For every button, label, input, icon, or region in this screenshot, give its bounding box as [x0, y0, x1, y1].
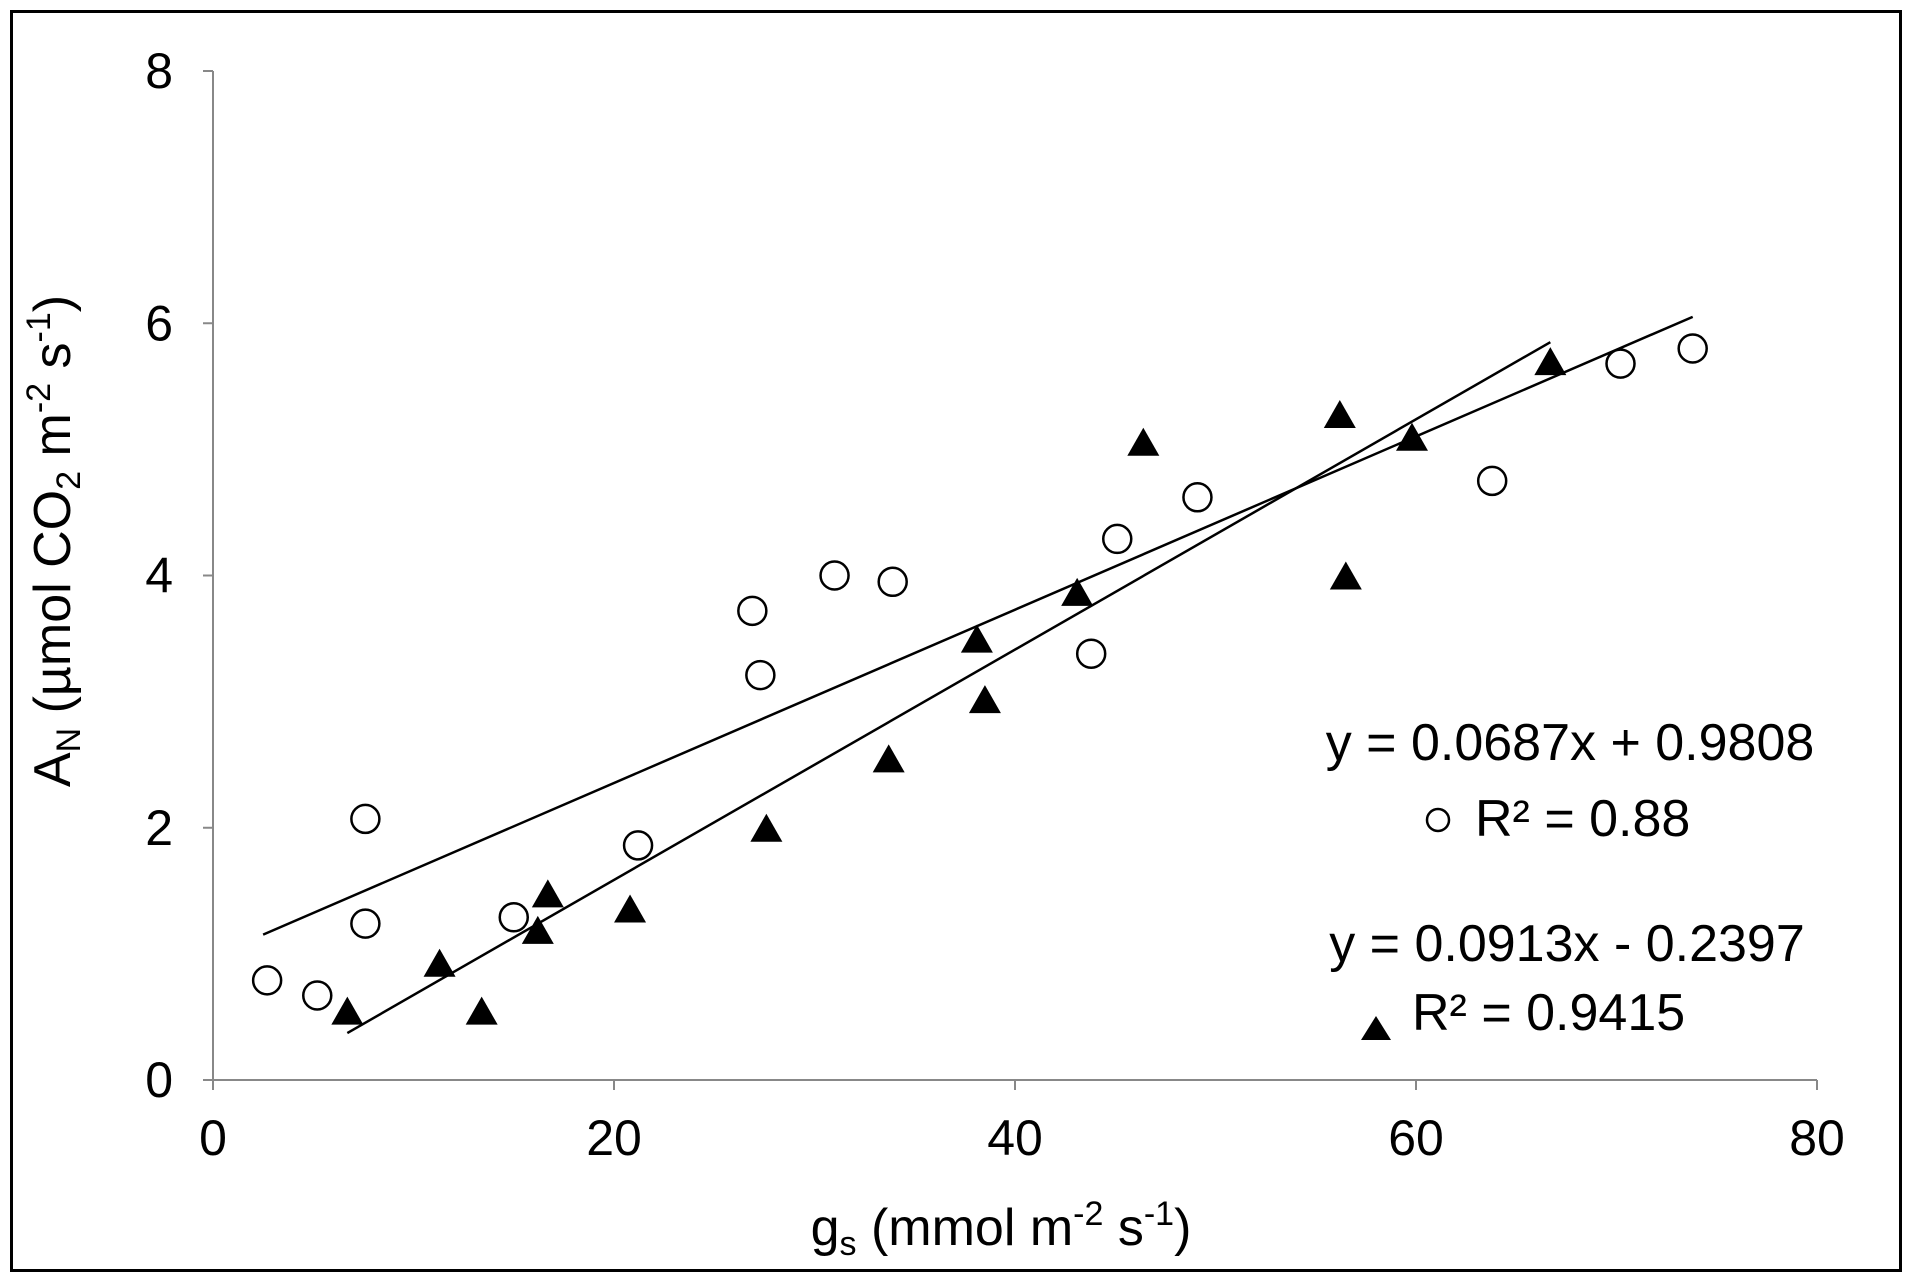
circle-point — [877, 566, 908, 598]
triangle-point — [1323, 400, 1356, 429]
triangle-point — [1534, 347, 1567, 376]
x-tick-label: 0 — [199, 1110, 227, 1166]
x-tick-label: 20 — [586, 1110, 642, 1166]
triangle-trendline — [346, 341, 1551, 1035]
triangle-point — [1329, 561, 1362, 590]
triangle-point — [531, 879, 564, 908]
y-tick-label: 4 — [145, 548, 173, 604]
x-ticks: 0 20 40 60 80 — [199, 1080, 1845, 1166]
circle-point — [737, 595, 768, 627]
circle-equation: y = 0.0687x + 0.9808 — [1326, 714, 1815, 772]
circle-r2: R² = 0.88 — [1475, 790, 1690, 848]
y-tick-label: 8 — [145, 43, 173, 99]
circle-point — [1476, 465, 1508, 497]
triangle-r2: R² = 0.9415 — [1412, 984, 1685, 1042]
triangle-point — [521, 915, 554, 944]
circle-point — [1182, 482, 1213, 513]
trendlines — [262, 315, 1694, 1035]
triangle-point — [614, 894, 647, 923]
triangle-point — [1127, 427, 1160, 456]
x-tick-label: 40 — [987, 1110, 1043, 1166]
circle-point — [350, 908, 381, 939]
y-ticks: 0 2 4 6 8 — [145, 43, 213, 1108]
triangle-equation: y = 0.0913x - 0.2397 — [1329, 915, 1805, 973]
legend-circle-marker — [1425, 807, 1451, 833]
triangle-point — [465, 996, 498, 1025]
circle-point — [622, 830, 654, 861]
y-axis-label: AN (µmol CO2 m-2 s-1) — [20, 295, 88, 787]
triangle-point — [423, 948, 456, 977]
circle-point — [251, 965, 283, 996]
x-tick-label: 60 — [1388, 1110, 1444, 1166]
y-tick-label: 6 — [145, 295, 173, 351]
triangle-point — [872, 744, 905, 773]
circle-point — [302, 980, 333, 1011]
triangle-point — [960, 624, 993, 653]
circle-point — [1075, 638, 1107, 669]
legend: y = 0.0687x + 0.9808 R² = 0.88 y = 0.091… — [1326, 714, 1815, 1042]
chart-frame — [10, 10, 1902, 1272]
y-tick-label: 0 — [145, 1052, 173, 1108]
data-points — [251, 333, 1708, 1025]
circle-point — [350, 803, 381, 835]
triangle-point — [1061, 577, 1094, 606]
circle-point — [1677, 333, 1708, 364]
triangle-point — [1395, 422, 1428, 451]
triangle-point — [968, 685, 1001, 714]
circle-point — [1605, 348, 1636, 379]
triangle-point — [331, 996, 364, 1025]
circle-point — [745, 659, 776, 691]
circle-point — [498, 902, 529, 933]
circle-point — [1102, 523, 1133, 555]
legend-triangle-marker — [1361, 1016, 1391, 1040]
circle-point — [819, 560, 850, 591]
y-tick-label: 2 — [145, 800, 173, 856]
x-axis-label: gs (mmol m-2 s-1) — [811, 1195, 1192, 1263]
triangle-point — [750, 813, 783, 842]
circle-trendline — [262, 315, 1694, 936]
x-tick-label: 80 — [1789, 1110, 1845, 1166]
